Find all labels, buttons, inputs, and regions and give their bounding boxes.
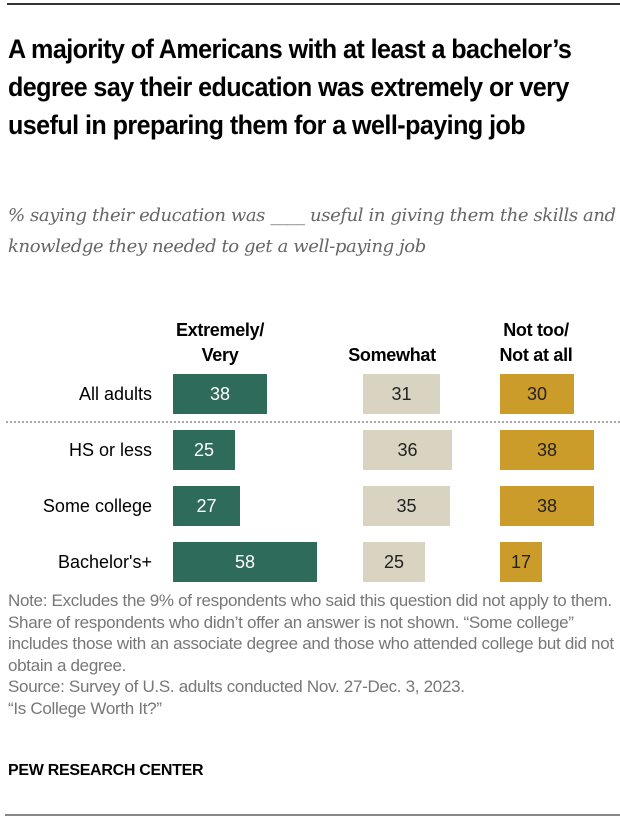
footnote: Note: Excludes the 9% of respondents who… xyxy=(8,590,620,719)
data-label: 35 xyxy=(396,496,417,516)
legend-extremely-very: Extremely/Very xyxy=(140,318,300,368)
category-label: HS or less xyxy=(68,440,152,460)
top-rule xyxy=(7,3,620,5)
bottom-rule xyxy=(5,814,620,816)
dotted-divider xyxy=(6,421,620,423)
legend-not-too: Not too/Not at all xyxy=(456,318,616,368)
bar-extremely-very: 27 xyxy=(173,486,240,526)
bar-extremely-very: 25 xyxy=(173,430,235,470)
data-label: 58 xyxy=(234,552,256,572)
legend-somewhat: Somewhat xyxy=(312,343,472,368)
bar-somewhat: 31 xyxy=(363,374,440,414)
note-text: Note: Excludes the 9% of respondents who… xyxy=(8,591,614,675)
data-label: 38 xyxy=(536,440,558,460)
data-label: 27 xyxy=(196,496,217,516)
category-label: All adults xyxy=(78,384,152,404)
data-label: 25 xyxy=(193,440,215,460)
data-label: 30 xyxy=(526,384,548,404)
bar-somewhat: 25 xyxy=(363,542,425,582)
chart-title: A majority of Americans with at least a … xyxy=(8,34,572,140)
data-label: 25 xyxy=(383,552,405,572)
bar-somewhat: 36 xyxy=(363,430,452,470)
data-label: 38 xyxy=(209,384,231,404)
source-text: Source: Survey of U.S. adults conducted … xyxy=(8,677,465,696)
bar-not-too: 38 xyxy=(500,486,594,526)
legend-line: Very xyxy=(201,345,239,365)
legend-line: Somewhat xyxy=(348,345,436,365)
legend-line: Not at all xyxy=(499,345,573,365)
bar-somewhat: 35 xyxy=(363,486,450,526)
category-label: Some college xyxy=(42,496,152,516)
legend-line: Extremely/ xyxy=(175,320,265,340)
bar-not-too: 30 xyxy=(500,374,574,414)
legend-line: Not too/ xyxy=(503,320,569,340)
organization-name: PEW RESEARCH CENTER xyxy=(8,762,204,779)
bar-extremely-very: 38 xyxy=(173,374,267,414)
data-label: 17 xyxy=(510,552,532,572)
bar-not-too: 17 xyxy=(500,542,542,582)
bar-not-too: 38 xyxy=(500,430,594,470)
category-label: Bachelor's+ xyxy=(58,552,152,572)
data-label: 36 xyxy=(397,440,418,460)
data-label: 38 xyxy=(536,496,558,516)
chart-subtitle: % saying their education was ____ useful… xyxy=(8,205,616,257)
report-title: “Is College Worth It?” xyxy=(8,698,162,718)
data-label: 31 xyxy=(391,384,412,404)
bar-extremely-very: 58 xyxy=(173,542,317,582)
